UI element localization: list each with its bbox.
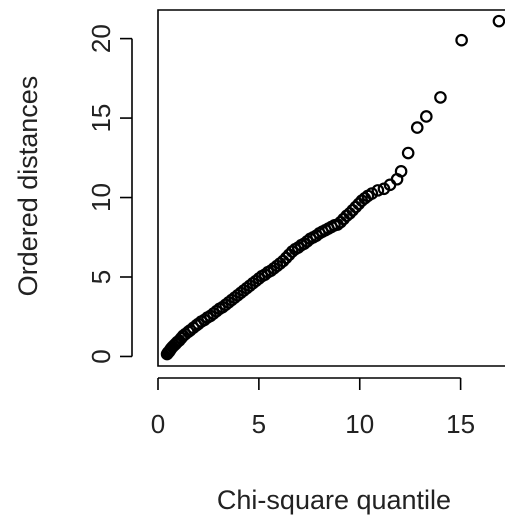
data-point bbox=[492, 14, 505, 28]
plot-frame bbox=[157, 9, 505, 367]
data-point bbox=[434, 91, 447, 104]
x-tick-label: 0 bbox=[151, 409, 165, 439]
data-point bbox=[371, 184, 385, 197]
data-point bbox=[401, 146, 415, 160]
data-point bbox=[365, 187, 379, 200]
data-point bbox=[410, 121, 424, 134]
y-tick-label: 5 bbox=[86, 270, 116, 284]
x-tick-label: 10 bbox=[345, 409, 374, 439]
y-tick-label: 10 bbox=[86, 183, 116, 212]
data-points bbox=[160, 14, 505, 361]
x-tick-label: 5 bbox=[252, 409, 266, 439]
y-axis: 0 5 10 15 20 bbox=[86, 24, 133, 364]
data-point bbox=[394, 165, 408, 178]
data-point bbox=[455, 33, 468, 47]
y-tick-label: 20 bbox=[86, 24, 116, 53]
y-axis-title: Ordered distances bbox=[13, 76, 43, 297]
data-point bbox=[420, 110, 433, 123]
x-axis: 0 5 10 15 bbox=[151, 377, 475, 439]
y-tick-label: 0 bbox=[86, 349, 116, 363]
x-tick-label: 15 bbox=[446, 409, 475, 439]
x-axis-title: Chi-square quantile bbox=[217, 485, 451, 515]
y-tick-label: 15 bbox=[86, 104, 116, 133]
